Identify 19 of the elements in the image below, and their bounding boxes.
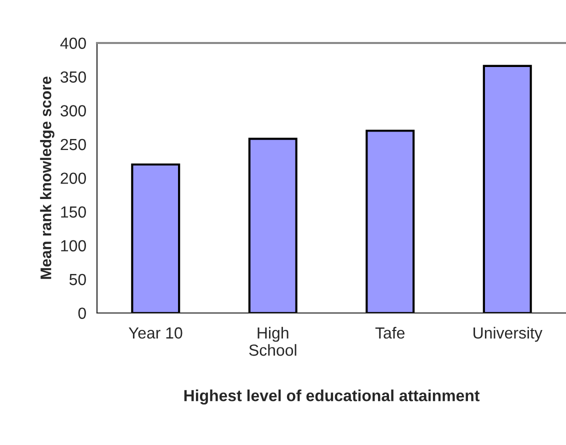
- x-tick-label: University: [474, 326, 542, 342]
- y-tick-label: 150: [61, 206, 86, 218]
- x-tick-label: Tafe: [375, 326, 405, 339]
- bar: [366, 130, 415, 313]
- y-tick-label: 0: [78, 308, 86, 319]
- x-axis-title: Highest level of educational attainment: [184, 390, 480, 404]
- y-tick-label: 300: [60, 105, 86, 116]
- y-axis-title: Mean rank knowledge score: [40, 76, 54, 279]
- y-tick-label: 350: [60, 71, 86, 83]
- bar: [131, 163, 180, 313]
- x-tick-label: High School: [249, 326, 296, 356]
- y-tick-label: 400: [60, 38, 86, 49]
- x-tick-label: Year 10: [128, 327, 182, 339]
- y-tick-label: 200: [60, 172, 86, 184]
- bar: [482, 64, 532, 313]
- y-tick-label: 250: [60, 138, 86, 150]
- bar: [248, 138, 298, 313]
- y-tick-label: 100: [61, 240, 86, 252]
- y-tick-label: 50: [69, 274, 86, 286]
